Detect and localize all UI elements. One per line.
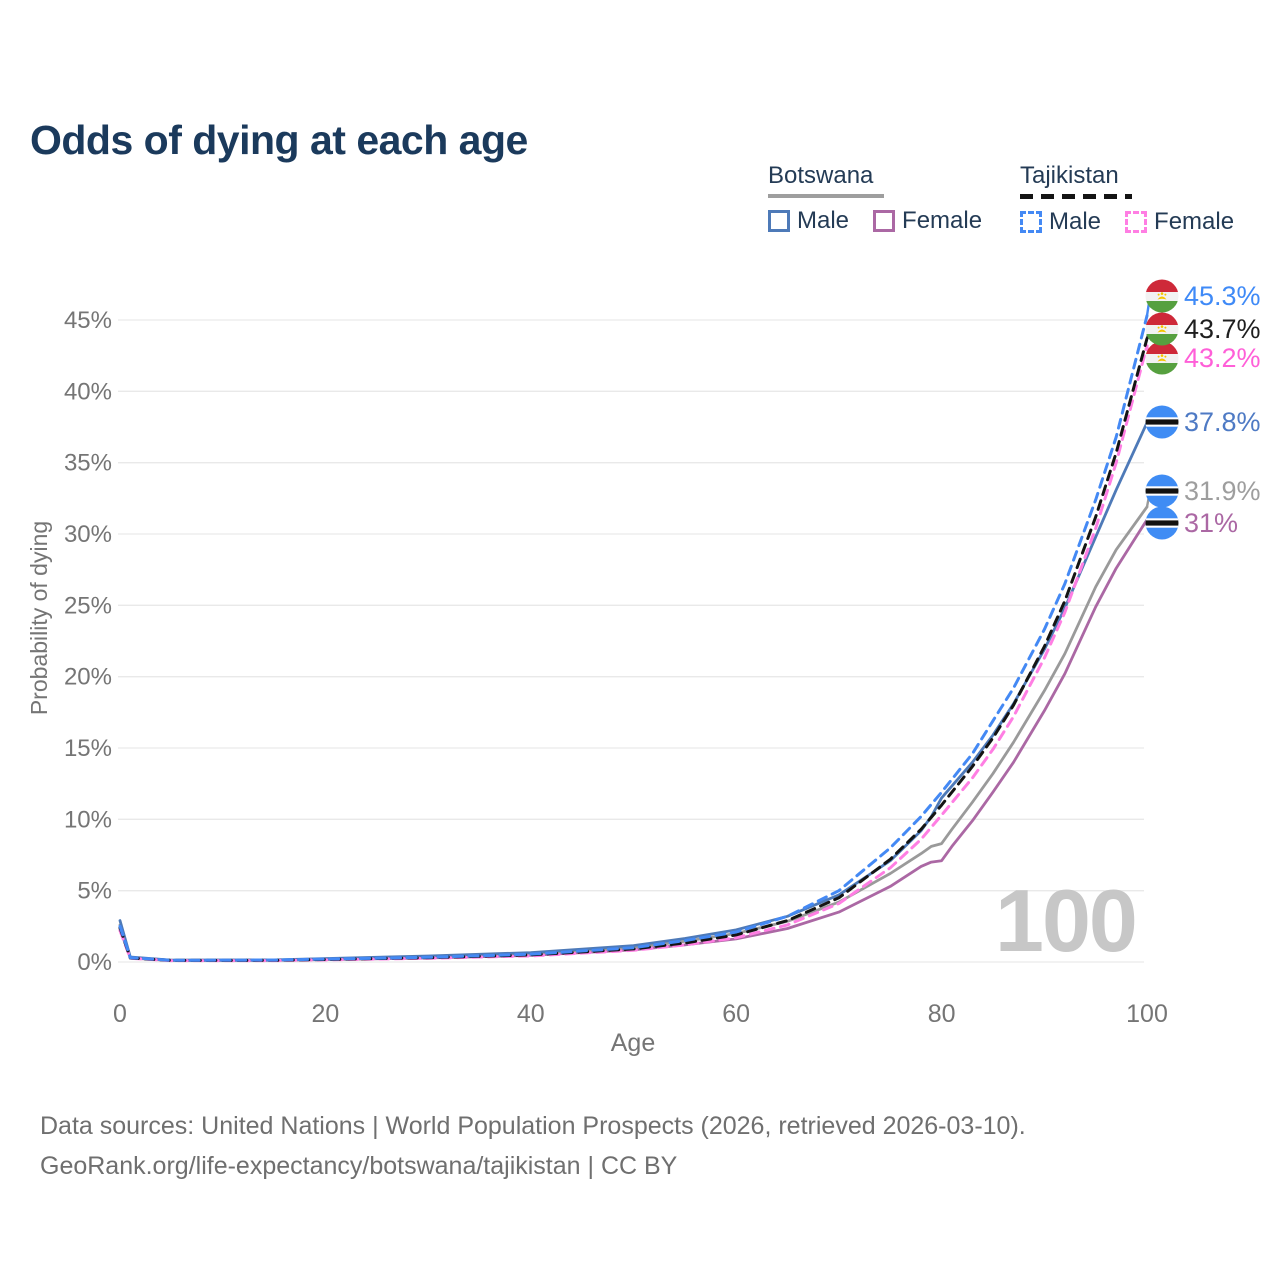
end-label-value: 31.9%: [1184, 475, 1261, 506]
y-tick-label: 20%: [64, 664, 112, 691]
legend-group-tajikistan: Tajikistan Male Female: [1020, 162, 1234, 236]
y-tick-label: 30%: [64, 521, 112, 548]
series-tajikistan-total-line: [118, 337, 1149, 962]
footer-source-line: Data sources: United Nations | World Pop…: [40, 1112, 1026, 1140]
legend-country-label-botswana[interactable]: Botswana: [768, 162, 874, 189]
legend-item-label: Male: [797, 207, 850, 234]
end-label-value: 45.3%: [1184, 280, 1261, 311]
y-tick-label: 5%: [77, 878, 112, 905]
series-botswana-male-line: [118, 421, 1149, 962]
x-tick-label: 0: [113, 1000, 127, 1028]
tajikistan-flag-icon: [1145, 279, 1179, 313]
y-tick-label: 0%: [77, 949, 112, 976]
legend-country-label-tajikistan[interactable]: Tajikistan: [1020, 162, 1119, 189]
botswana-male-swatch-icon[interactable]: [768, 210, 790, 232]
legend-item-label: Male: [1049, 208, 1102, 235]
end-label-value: 31%: [1184, 507, 1239, 538]
end-label-botswana-female: 31%: [1145, 506, 1238, 540]
end-label-value: 37.8%: [1184, 406, 1261, 437]
y-tick-label: 25%: [64, 592, 112, 619]
end-label-value: 43.7%: [1184, 313, 1261, 344]
end-label-botswana-total: 31.9%: [1145, 474, 1261, 508]
legend-item-label: Female: [902, 207, 983, 234]
y-tick-label: 10%: [64, 806, 112, 833]
tajikistan-male-swatch-icon[interactable]: [1020, 211, 1042, 233]
x-axis-title: Age: [611, 1029, 655, 1057]
legend-country-line-botswana: [768, 194, 884, 198]
end-label-tajikistan-female: 43.2%: [1145, 341, 1261, 375]
legend-item-label: Female: [1154, 208, 1235, 235]
series-tajikistan-male-line: [118, 314, 1149, 962]
y-tick-label: 35%: [64, 450, 112, 477]
x-tick-label: 80: [928, 1000, 956, 1028]
legend-item-botswana-male[interactable]: Male: [768, 207, 849, 235]
x-tick-label: 60: [722, 1000, 750, 1028]
legend-item-botswana-female[interactable]: Female: [873, 207, 982, 235]
botswana-female-swatch-icon[interactable]: [873, 210, 896, 232]
end-label-botswana-male: 37.8%: [1145, 405, 1261, 439]
y-tick-label: 40%: [64, 378, 112, 405]
age-watermark: 100: [995, 871, 1138, 970]
x-tick-label: 40: [517, 1000, 545, 1028]
chart-title: Odds of dying at each age: [30, 117, 528, 164]
botswana-flag-icon: [1145, 506, 1179, 540]
x-tick-label: 100: [1126, 1000, 1168, 1028]
y-axis-title: Probability of dying: [26, 521, 52, 715]
footer-attribution: Data sources: United Nations | World Pop…: [40, 1106, 1026, 1186]
legend-item-tajikistan-male[interactable]: Male: [1020, 208, 1101, 236]
legend-item-tajikistan-female[interactable]: Female: [1125, 208, 1234, 236]
legend-group-botswana: Botswana Male Female: [768, 162, 982, 235]
end-label-tajikistan-total: 43.7%: [1145, 312, 1261, 346]
end-label-tajikistan-male: 45.3%: [1145, 279, 1261, 313]
tajikistan-flag-icon: [1145, 312, 1179, 346]
footer-link-line: GeoRank.org/life-expectancy/botswana/taj…: [40, 1152, 678, 1180]
y-tick-label: 45%: [64, 307, 112, 334]
tajikistan-flag-icon: [1145, 341, 1179, 375]
end-label-value: 43.2%: [1184, 342, 1261, 373]
botswana-flag-icon: [1145, 474, 1179, 508]
y-tick-label: 15%: [64, 735, 112, 762]
x-tick-label: 20: [311, 1000, 339, 1028]
series-tajikistan-female-line: [118, 344, 1149, 963]
botswana-flag-icon: [1145, 405, 1179, 439]
tajikistan-female-swatch-icon[interactable]: [1125, 211, 1148, 233]
legend-country-line-tajikistan: [1020, 194, 1132, 199]
